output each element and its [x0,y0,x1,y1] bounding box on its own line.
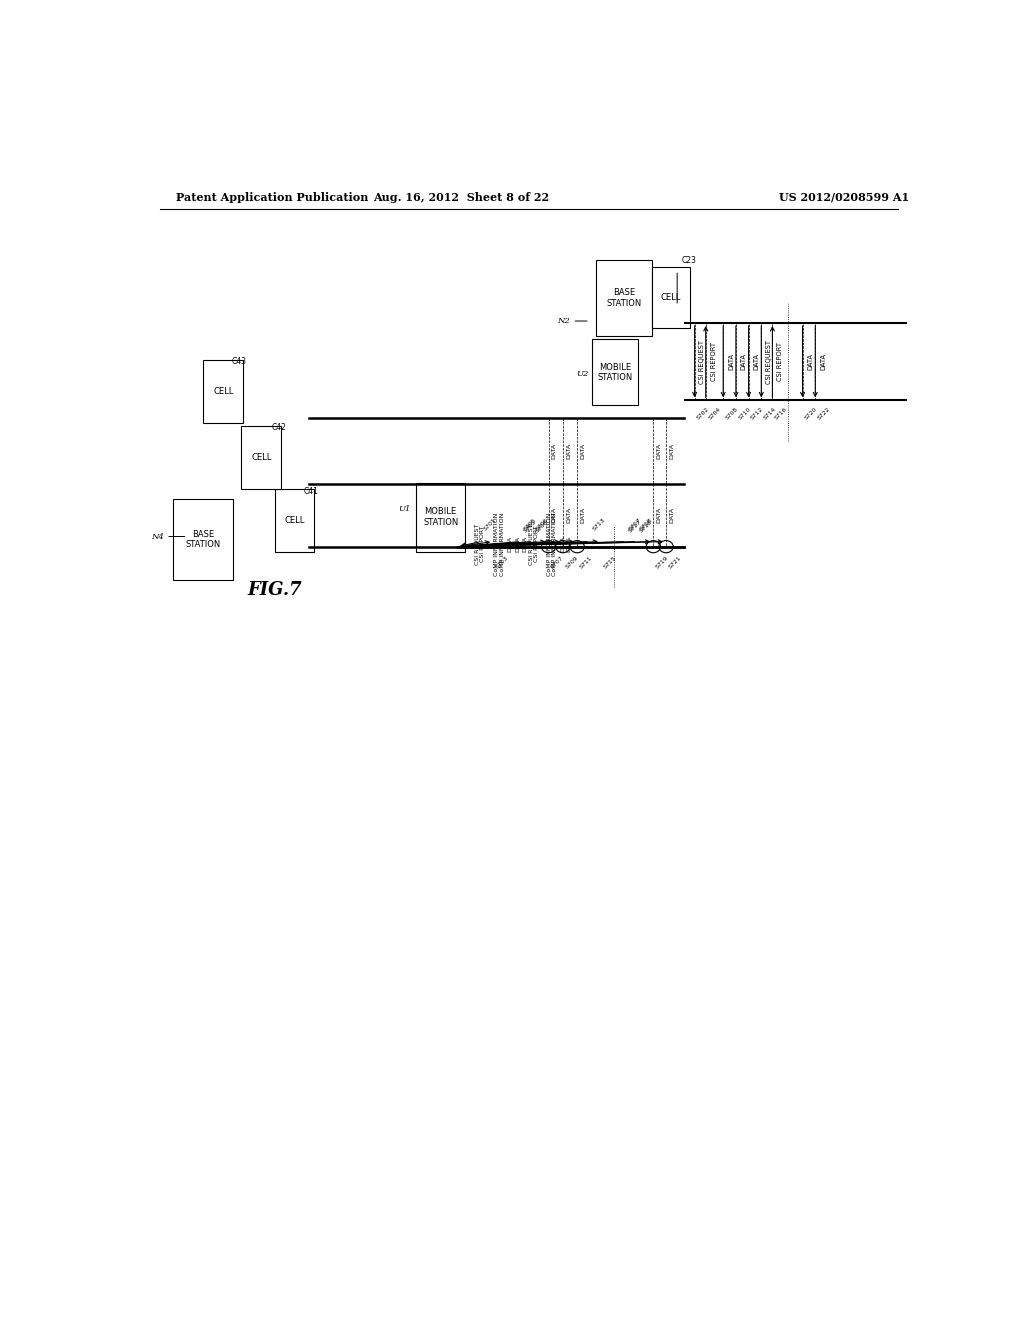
FancyBboxPatch shape [274,488,314,552]
Text: DATA: DATA [656,442,662,458]
Text: S705: S705 [522,517,537,532]
Text: US 2012/0208599 A1: US 2012/0208599 A1 [778,191,909,202]
Text: S717: S717 [628,519,643,533]
Text: CoMP INFORMATION: CoMP INFORMATION [494,512,499,576]
Text: DATA: DATA [820,354,826,370]
Text: DATA: DATA [728,354,734,370]
Text: Aug. 16, 2012  Sheet 8 of 22: Aug. 16, 2012 Sheet 8 of 22 [374,191,549,202]
FancyBboxPatch shape [242,426,282,488]
Text: CSI REQUEST: CSI REQUEST [699,339,706,384]
FancyBboxPatch shape [592,339,638,405]
Text: CoMP INFORMATION: CoMP INFORMATION [547,512,552,576]
FancyBboxPatch shape [173,499,232,581]
Text: BASE
STATION: BASE STATION [185,529,220,549]
Text: DATA: DATA [581,507,586,523]
Text: DATA: DATA [552,507,557,523]
Text: S715: S715 [602,554,617,569]
Text: DATA: DATA [807,354,813,370]
Text: S706: S706 [535,517,549,532]
Text: CSI REPORT: CSI REPORT [534,525,539,562]
Text: CSI REQUEST: CSI REQUEST [474,524,479,565]
Text: DATA: DATA [560,536,565,552]
Text: S703: S703 [495,554,509,569]
Text: DATA: DATA [670,442,674,458]
Text: S701: S701 [482,517,498,532]
Text: N2: N2 [557,317,570,325]
Text: MOBILE
STATION: MOBILE STATION [423,507,459,527]
Text: DATA: DATA [754,354,760,370]
Text: DATA: DATA [581,442,586,458]
Text: S720: S720 [804,407,818,421]
FancyBboxPatch shape [204,359,243,422]
Text: DATA: DATA [508,536,513,552]
Text: S709: S709 [564,554,580,569]
Text: BASE
STATION: BASE STATION [606,289,642,308]
Text: DATA: DATA [670,507,674,523]
Text: S702: S702 [696,407,711,421]
Text: S704: S704 [708,407,722,421]
Text: C41: C41 [303,487,318,496]
Text: CoMP INFORMATION: CoMP INFORMATION [552,512,557,576]
Text: S712: S712 [751,407,765,421]
Text: CSI REQUEST: CSI REQUEST [528,524,534,565]
Text: C42: C42 [271,424,287,432]
Text: CELL: CELL [251,453,271,462]
Text: S706: S706 [535,519,549,533]
Text: DATA: DATA [566,442,571,458]
Text: MOBILE
STATION: MOBILE STATION [598,363,633,381]
Text: CSI REQUEST: CSI REQUEST [766,339,772,384]
Text: S708: S708 [725,407,739,421]
Text: S718: S718 [639,517,653,532]
Text: CSI REPORT: CSI REPORT [480,525,485,562]
Text: DATA: DATA [566,507,571,523]
Text: S721: S721 [668,554,682,569]
Text: DATA: DATA [522,536,527,552]
FancyBboxPatch shape [596,260,651,337]
Text: CSI REPORT: CSI REPORT [777,342,783,381]
Text: S707: S707 [550,554,565,569]
Text: U1: U1 [398,506,411,513]
Text: DATA: DATA [740,354,746,370]
Text: CELL: CELL [285,516,305,525]
Text: DATA: DATA [515,536,520,552]
Text: C23: C23 [681,256,696,264]
Text: DATA: DATA [552,442,557,458]
Text: CoMP INFORMATION: CoMP INFORMATION [500,512,505,576]
Text: S705: S705 [522,519,537,533]
Text: S711: S711 [579,554,593,569]
Text: S713: S713 [592,516,606,532]
FancyBboxPatch shape [652,267,690,329]
Text: CELL: CELL [213,387,233,396]
Text: S714: S714 [763,407,777,421]
Text: C43: C43 [232,358,247,366]
Text: DATA: DATA [656,507,662,523]
FancyBboxPatch shape [416,483,465,552]
Text: CSI REPORT: CSI REPORT [711,342,717,381]
Text: N4: N4 [151,532,164,540]
Text: S710: S710 [737,407,752,421]
Text: S717: S717 [628,516,643,532]
Text: S719: S719 [655,554,670,569]
Text: Patent Application Publication: Patent Application Publication [176,191,368,202]
Text: DATA: DATA [566,536,571,552]
Text: FIG.7: FIG.7 [248,581,302,599]
Text: S722: S722 [817,407,831,421]
Text: S718: S718 [639,519,653,533]
Text: U2: U2 [575,370,588,378]
Text: CELL: CELL [660,293,681,302]
Text: S716: S716 [774,407,788,421]
